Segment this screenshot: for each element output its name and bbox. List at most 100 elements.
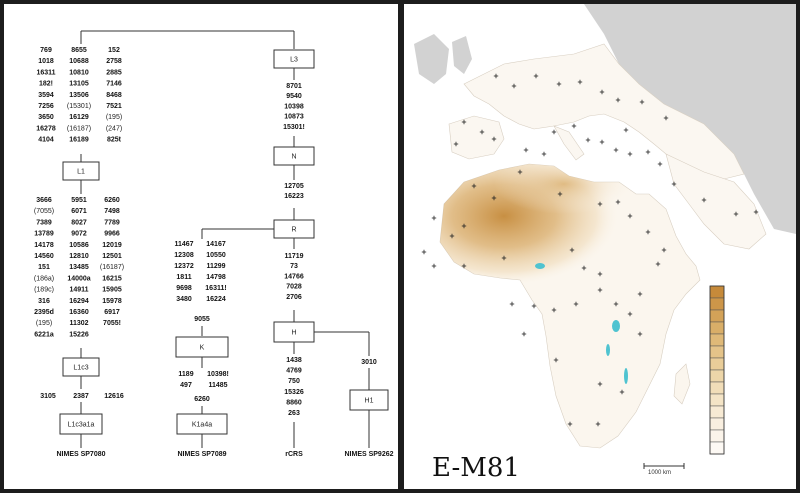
mutation-label: 2706 [286,294,302,301]
node-label: H [291,330,296,337]
mutation-label: 8468 [106,92,122,99]
legend-swatch [709,441,725,455]
mutation-label: 16129 [69,114,89,121]
sample-label: NIMES SP7089 [177,451,226,458]
sampling-site-marker [657,161,663,167]
mutation-label: (15301) [67,103,91,110]
sampling-site-marker [431,215,437,221]
sampling-site-marker [509,301,515,307]
sample-label: rCRS [285,451,303,458]
mutation-label: 6221a [34,331,54,338]
mutation-label: 7256 [38,103,54,110]
mutation-label: 6260 [194,396,210,403]
mutation-label: 5951 [71,197,87,204]
europe-land [448,43,767,250]
sampling-site-marker [597,271,603,277]
node-label: N [291,154,296,161]
sampling-site-marker [479,129,485,135]
sample-label: NIMES SP9262 [344,451,393,458]
sampling-site-marker [599,139,605,145]
legend-swatch [709,405,725,419]
mutation-label: 14000a [67,275,90,282]
sampling-site-marker [551,307,557,313]
node-label: L1c3a1a [68,422,95,429]
mutation-label: 7389 [36,219,52,226]
mutation-label: 16189 [69,137,89,144]
sampling-site-marker [663,115,669,121]
sampling-site-marker [661,247,667,253]
mutation-label: 16215 [102,275,122,282]
mutation-label: 10586 [69,242,89,249]
node-label: K1a4a [192,422,212,429]
africa-land [439,163,701,449]
mutation-label: 11485 [208,382,227,389]
sampling-site-marker [613,147,619,153]
node-label: K [200,345,205,352]
mutation-label: 14167 [206,241,226,248]
sampling-site-marker [556,81,562,87]
mutation-label: 16224 [206,296,226,303]
mutation-label: 15905 [102,287,122,294]
sampling-site-marker [541,151,547,157]
sampling-site-marker [553,357,559,363]
sampling-site-marker [517,169,523,175]
mutation-label: 2758 [106,58,122,65]
phylogenetic-tree-panel: 769 1018 16311 182! 3594 7256 3650 16278 4104 865… [4,4,398,489]
legend-swatch [709,309,725,323]
sampling-site-marker [597,287,603,293]
mutation-label: 8655 [71,47,87,54]
mutation-label: 7055! [103,320,121,327]
legend-border [709,285,725,455]
sampling-site-marker [571,123,577,129]
mutation-label: (7055) [34,208,54,215]
sampling-site-marker [449,233,455,239]
sampling-site-marker [431,263,437,269]
mutation-label: 2885 [106,69,122,76]
sampling-site-marker [453,141,459,147]
mutation-label: 3594 [38,92,54,99]
sampling-site-marker [595,421,601,427]
mutation-label: 10688 [69,58,89,65]
sampling-site-marker [551,129,557,135]
mutation-label: 1018 [38,58,54,65]
sampling-site-marker [567,421,573,427]
sampling-site-marker [655,261,661,267]
legend-swatch [709,393,725,407]
legend-swatch [709,357,725,371]
sampling-site-marker [573,301,579,307]
sampling-site-marker [421,249,427,255]
legend-swatch [709,381,725,395]
mutation-label: 14911 [69,287,88,294]
mutation-label: 14178 [34,242,54,249]
mutation-label: 497 [180,382,192,389]
mutation-label: 825t [107,137,122,144]
haplogroup-map-panel: 1000 km E-M81 [404,4,796,489]
lakes [535,263,628,384]
sampling-site-marker [619,389,625,395]
mutation-label: 1189 [178,371,193,378]
node-label: L3 [290,57,298,64]
scale-label: 1000 km [648,470,671,476]
sampling-site-marker [533,73,539,79]
mutation-label: (195) [36,320,52,327]
sampling-site-marker [501,255,507,261]
mutation-label: 12616 [104,393,124,400]
mutation-label: 6260 [104,197,120,204]
legend-swatch [709,285,725,299]
mutation-label: 14560 [34,253,54,260]
sampling-site-marker [493,73,499,79]
mutation-label: 750 [288,378,300,385]
mutation-label: (195) [106,114,122,121]
mutation-label: 10873 [284,114,304,121]
sampling-site-marker [645,149,651,155]
mutation-label: 7028 [286,284,302,291]
mutation-label: 9966 [104,231,120,238]
sampling-site-marker [569,247,575,253]
mutation-label: 151 [38,264,50,271]
node-label: L1 [77,169,85,176]
sampling-site-marker [461,223,467,229]
mutation-label: 8701 [286,83,302,90]
mutation-label: 9540 [286,93,302,100]
sampling-site-marker [615,199,621,205]
sampling-site-marker [639,99,645,105]
